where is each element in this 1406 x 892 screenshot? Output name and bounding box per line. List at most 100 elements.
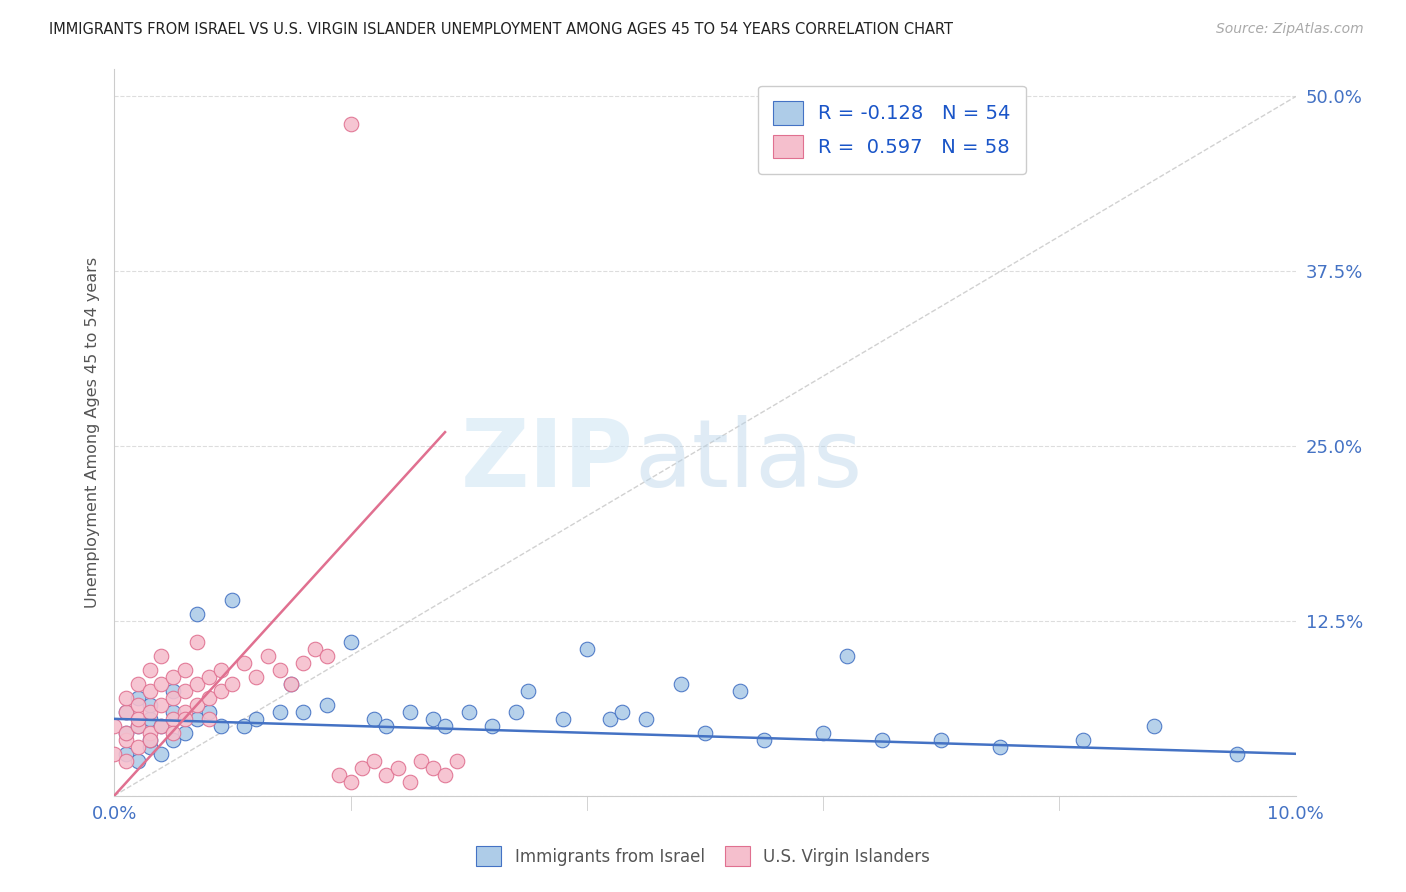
Point xyxy=(553,712,575,726)
Point xyxy=(186,677,208,691)
Point xyxy=(671,677,693,691)
Point xyxy=(127,754,149,768)
Point xyxy=(1226,747,1249,761)
Point xyxy=(363,712,385,726)
Point xyxy=(292,656,315,670)
Point xyxy=(457,705,479,719)
Point xyxy=(127,677,149,691)
Point xyxy=(233,656,256,670)
Point xyxy=(150,747,173,761)
Point xyxy=(375,719,398,733)
Point xyxy=(115,732,138,747)
Point xyxy=(929,732,952,747)
Point xyxy=(209,663,232,677)
Point xyxy=(186,635,208,649)
Point xyxy=(269,705,291,719)
Text: Source: ZipAtlas.com: Source: ZipAtlas.com xyxy=(1216,22,1364,37)
Point xyxy=(280,677,302,691)
Point xyxy=(138,732,160,747)
Point xyxy=(138,732,160,747)
Point xyxy=(612,705,634,719)
Point xyxy=(505,705,527,719)
Point xyxy=(162,684,184,698)
Point xyxy=(752,732,775,747)
Point xyxy=(481,719,503,733)
Point xyxy=(103,747,125,761)
Point xyxy=(315,698,337,712)
Point xyxy=(127,719,149,733)
Point xyxy=(434,719,457,733)
Point xyxy=(127,719,149,733)
Point xyxy=(387,761,409,775)
Point xyxy=(339,118,361,132)
Point xyxy=(127,712,149,726)
Point xyxy=(1071,732,1094,747)
Point xyxy=(352,761,374,775)
Point xyxy=(339,774,361,789)
Point xyxy=(162,726,184,740)
Point xyxy=(162,690,184,705)
Point xyxy=(835,648,858,663)
Point xyxy=(221,677,243,691)
Point xyxy=(115,726,138,740)
Point xyxy=(315,648,337,663)
Point xyxy=(138,705,160,719)
Point xyxy=(115,690,138,705)
Point xyxy=(209,719,232,733)
Point xyxy=(422,761,444,775)
Point xyxy=(516,684,538,698)
Point xyxy=(363,754,385,768)
Point xyxy=(115,747,138,761)
Point xyxy=(209,684,232,698)
Point xyxy=(434,768,457,782)
Point xyxy=(398,705,420,719)
Point xyxy=(292,705,315,719)
Point xyxy=(150,677,173,691)
Point xyxy=(328,768,350,782)
Point xyxy=(174,712,197,726)
Point xyxy=(245,670,267,684)
Point xyxy=(127,739,149,754)
Point xyxy=(634,712,657,726)
Point xyxy=(304,641,326,656)
Point xyxy=(197,705,219,719)
Point xyxy=(256,648,278,663)
Point xyxy=(174,705,197,719)
Point xyxy=(398,774,420,789)
Legend: Immigrants from Israel, U.S. Virgin Islanders: Immigrants from Israel, U.S. Virgin Isla… xyxy=(468,838,938,875)
Point xyxy=(221,593,243,607)
Point xyxy=(162,732,184,747)
Point xyxy=(730,684,752,698)
Point xyxy=(186,712,208,726)
Text: IMMIGRANTS FROM ISRAEL VS U.S. VIRGIN ISLANDER UNEMPLOYMENT AMONG AGES 45 TO 54 : IMMIGRANTS FROM ISRAEL VS U.S. VIRGIN IS… xyxy=(49,22,953,37)
Point xyxy=(138,663,160,677)
Point xyxy=(339,635,361,649)
Point xyxy=(693,726,716,740)
Point xyxy=(411,754,433,768)
Point xyxy=(197,670,219,684)
Point xyxy=(138,739,160,754)
Point xyxy=(811,726,834,740)
Point xyxy=(150,698,173,712)
Point xyxy=(233,719,256,733)
Point xyxy=(1143,719,1166,733)
Point xyxy=(138,726,160,740)
Point xyxy=(115,705,138,719)
Point xyxy=(422,712,444,726)
Point xyxy=(446,754,468,768)
Point xyxy=(138,712,160,726)
Point xyxy=(138,684,160,698)
Point xyxy=(280,677,302,691)
Text: atlas: atlas xyxy=(634,416,862,508)
Point xyxy=(599,712,621,726)
Point xyxy=(375,768,398,782)
Point xyxy=(127,690,149,705)
Point xyxy=(138,698,160,712)
Point xyxy=(186,698,208,712)
Point xyxy=(115,705,138,719)
Point xyxy=(174,726,197,740)
Point xyxy=(197,690,219,705)
Point xyxy=(870,732,893,747)
Point xyxy=(162,712,184,726)
Point xyxy=(990,739,1012,754)
